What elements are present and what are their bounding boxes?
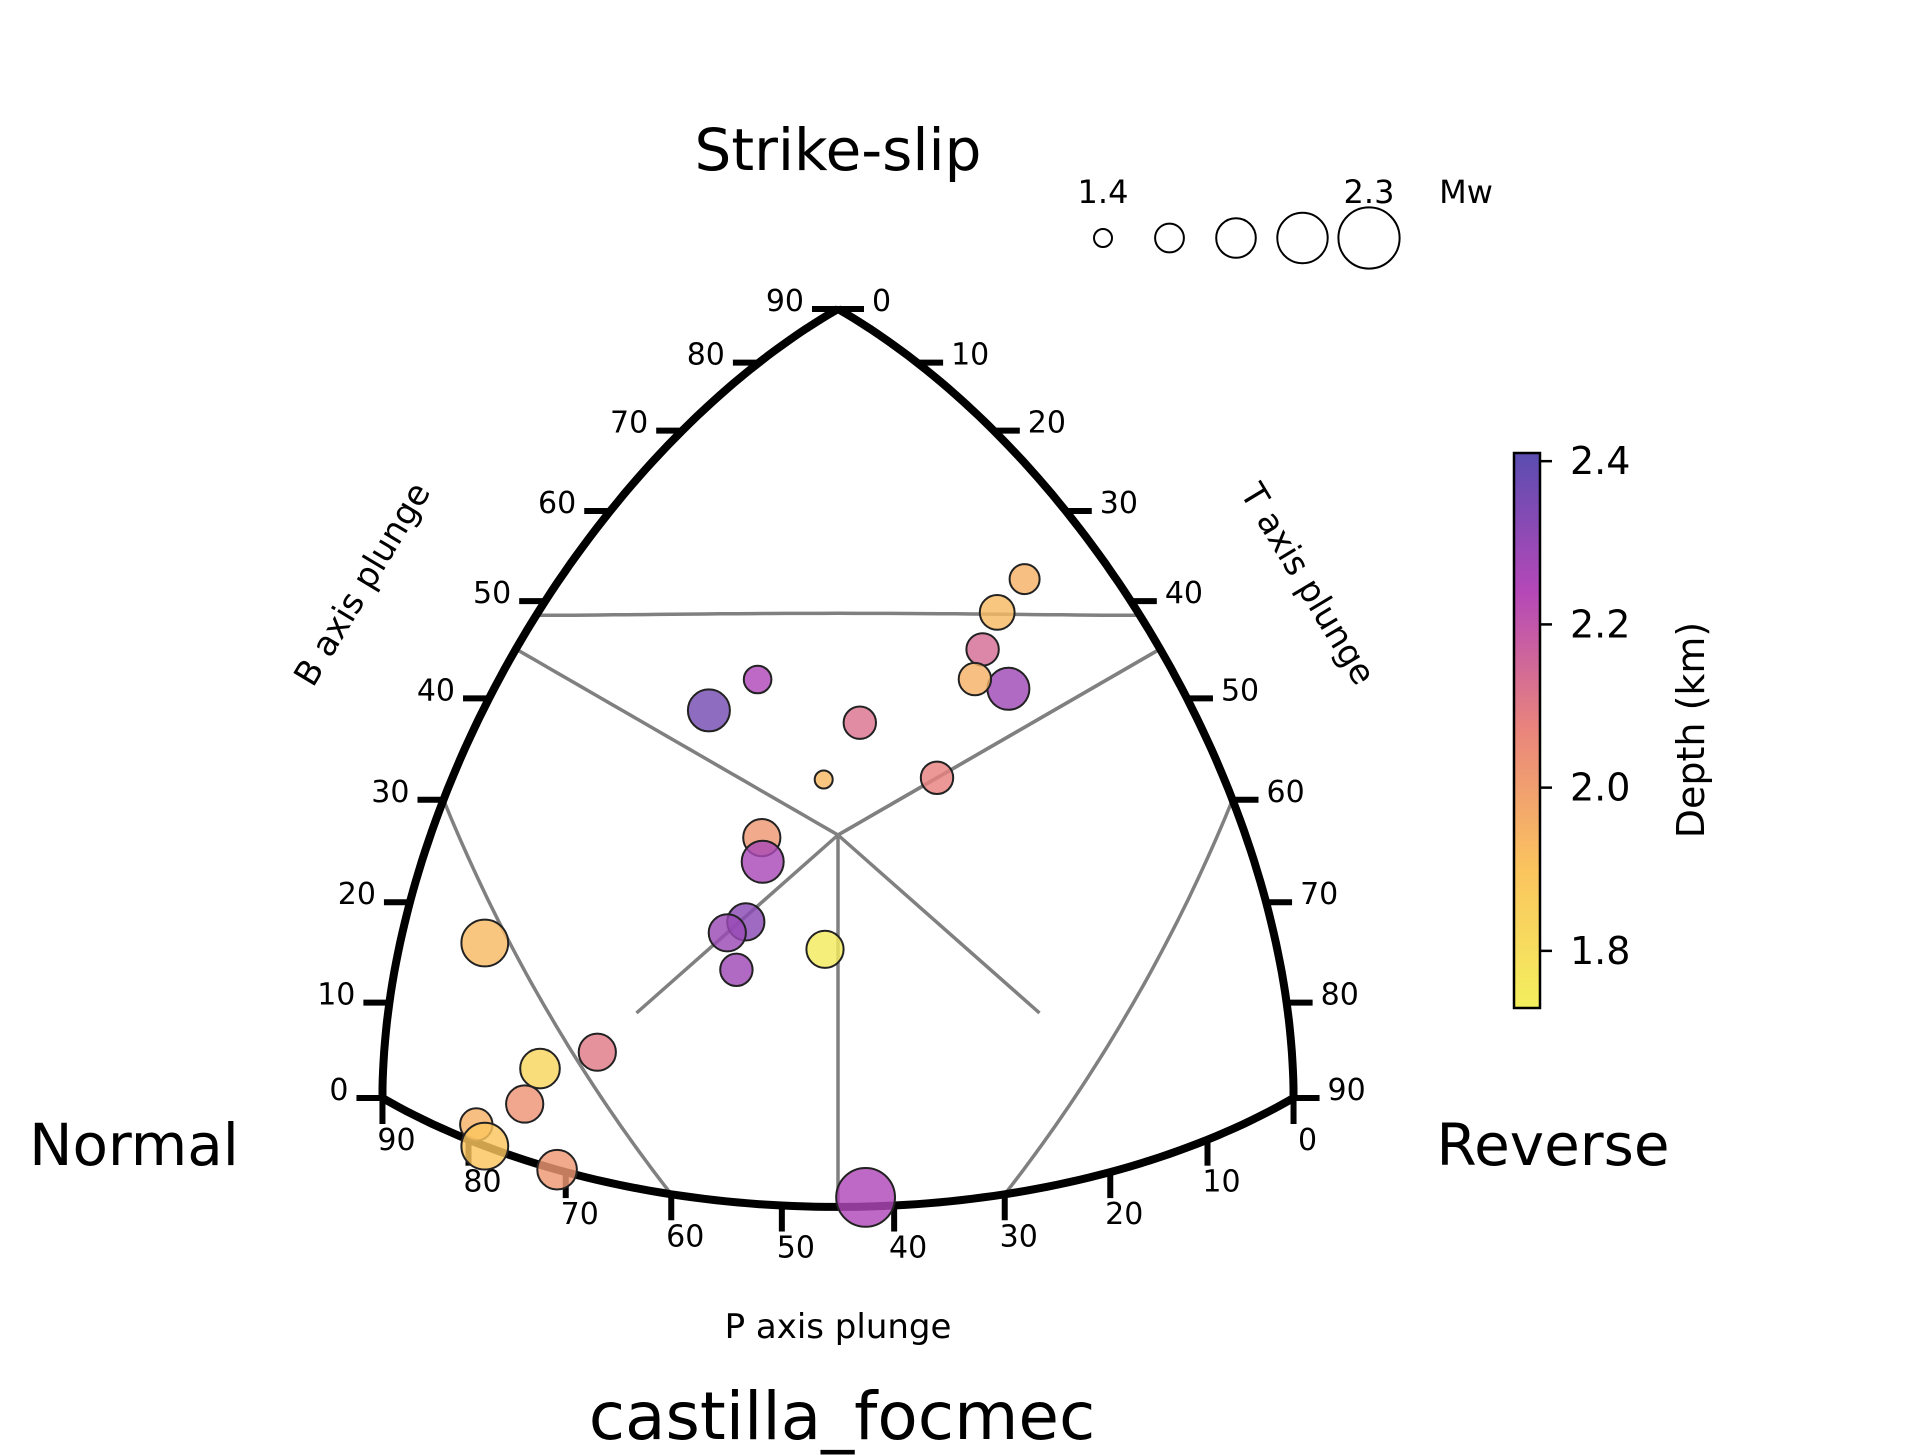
p-tick-10-label: 10 <box>1202 1165 1240 1200</box>
p-tick-20-label: 20 <box>1105 1197 1143 1232</box>
t-tick-30-label: 30 <box>1100 486 1138 521</box>
colorbar: 1.8 2.0 2.2 2.4 Depth (km) <box>1512 439 1713 1010</box>
event-point-8 <box>686 688 731 733</box>
axis-label-t: T axis plunge <box>1231 476 1383 692</box>
axis-label-b: B axis plunge <box>286 476 439 693</box>
t-tick-90-label: 90 <box>1328 1073 1366 1108</box>
b-tick-10-label: 10 <box>317 978 355 1013</box>
data-points <box>459 563 1041 1228</box>
event-point-13 <box>740 839 785 884</box>
p-tick-40-label: 40 <box>889 1231 927 1266</box>
colorbar-gradient <box>1512 451 1542 1010</box>
p-tick-0-label: 0 <box>1298 1123 1317 1158</box>
p-tick-70-label: 70 <box>561 1197 599 1232</box>
reverse-region-arc <box>1003 799 1235 1196</box>
b-tick-0-label: 0 <box>329 1073 348 1108</box>
p-tick-60-label: 60 <box>666 1219 704 1254</box>
b-tick-60-label: 60 <box>538 486 576 521</box>
size-legend-circle-3 <box>1215 217 1257 259</box>
region-line-upper-left <box>515 647 839 837</box>
t-tick-10-label: 10 <box>951 338 989 373</box>
colorbar-tick-label-2.4: 2.4 <box>1570 439 1630 483</box>
normal-region-arc <box>441 799 673 1196</box>
colorbar-label: Depth (km) <box>1669 622 1713 839</box>
size-legend-circle-1 <box>1093 228 1113 248</box>
event-point-15 <box>707 913 747 953</box>
event-point-3 <box>978 594 1016 631</box>
event-point-24 <box>536 1148 578 1191</box>
frame-left-arc <box>378 305 841 1098</box>
event-point-7 <box>742 664 773 695</box>
event-point-9 <box>842 705 877 740</box>
event-point-21 <box>505 1084 545 1124</box>
axis-ticks: 0 10 20 30 40 50 60 70 80 90 0 10 20 30 40 50 60 70 80 90 90… <box>317 284 1366 1266</box>
size-legend-min-label: 1.4 <box>1078 173 1129 211</box>
event-point-6 <box>957 661 993 697</box>
event-point-10 <box>919 760 955 795</box>
event-point-18 <box>460 918 510 968</box>
colorbar-tick-label-2.0: 2.0 <box>1570 766 1630 810</box>
p-tick-50-label: 50 <box>777 1231 815 1266</box>
t-tick-60-label: 60 <box>1267 775 1305 810</box>
size-legend-circle-5 <box>1337 206 1401 270</box>
size-legend-unit-label: Mw <box>1439 173 1493 211</box>
event-point-1 <box>835 1167 896 1228</box>
p-tick-90-label: 90 <box>377 1123 415 1158</box>
frame-right-arc <box>835 305 1298 1098</box>
region-line-upper-right <box>837 647 1161 837</box>
b-tick-70-label: 70 <box>610 406 648 441</box>
event-point-23 <box>460 1121 510 1171</box>
b-tick-80-label: 80 <box>687 338 725 373</box>
corner-label-top: Strike-slip <box>695 116 982 184</box>
b-tick-30-label: 30 <box>371 775 409 810</box>
event-point-20 <box>519 1047 561 1090</box>
classification-lines <box>441 611 1235 1207</box>
axis-label-p: P axis plunge <box>725 1307 952 1347</box>
event-point-5 <box>986 666 1031 711</box>
event-point-19 <box>577 1032 617 1072</box>
colorbar-tick-label-2.2: 2.2 <box>1570 602 1630 646</box>
event-point-11 <box>813 769 834 790</box>
strike-slip-region-arc <box>536 611 1140 618</box>
b-tick-50-label: 50 <box>473 576 511 611</box>
b-tick-90-label: 90 <box>766 284 804 319</box>
size-legend-circle-4 <box>1276 211 1329 265</box>
p-tick-80-label: 80 <box>463 1165 501 1200</box>
t-tick-0-label: 0 <box>872 284 891 319</box>
p-tick-30-label: 30 <box>1000 1219 1038 1254</box>
t-tick-80-label: 80 <box>1321 978 1359 1013</box>
region-line-lower-right <box>836 833 1041 1015</box>
chart-title: castilla_focmec <box>588 1378 1096 1455</box>
t-tick-20-label: 20 <box>1028 406 1066 441</box>
b-tick-40-label: 40 <box>417 673 455 708</box>
colorbar-tick-label-1.8: 1.8 <box>1570 929 1630 973</box>
event-point-4 <box>965 632 1000 667</box>
corner-label-right: Reverse <box>1436 1111 1669 1179</box>
t-tick-70-label: 70 <box>1300 877 1338 912</box>
t-tick-40-label: 40 <box>1165 576 1203 611</box>
event-point-2 <box>1008 563 1041 596</box>
event-point-16 <box>719 952 754 987</box>
b-tick-20-label: 20 <box>338 877 376 912</box>
size-legend: 1.4 2.3 Mw <box>1078 173 1493 270</box>
corner-label-left: Normal <box>29 1111 239 1179</box>
size-legend-circle-2 <box>1154 222 1185 254</box>
event-point-17 <box>805 929 845 969</box>
size-legend-max-label: 2.3 <box>1344 173 1395 211</box>
t-tick-50-label: 50 <box>1221 673 1259 708</box>
